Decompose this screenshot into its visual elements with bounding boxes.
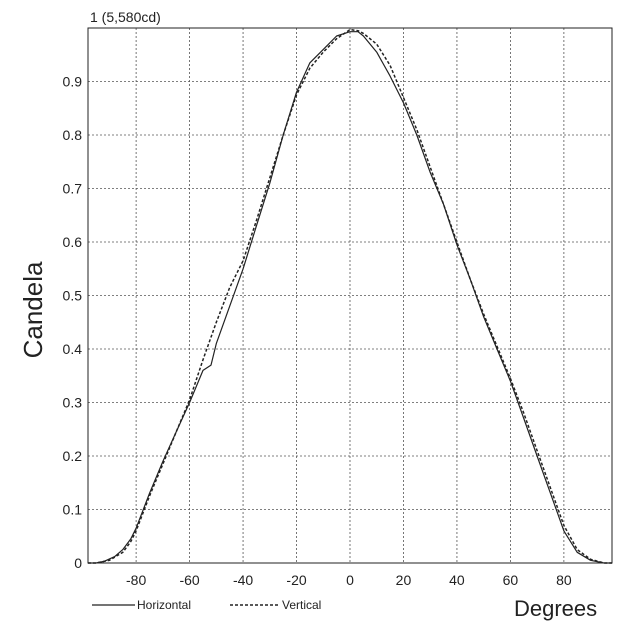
x-tick-label: -40 (233, 572, 253, 588)
y-tick-label: 0.7 (63, 181, 83, 197)
y-tick-label: 0.1 (63, 502, 83, 518)
series-line-vertical (88, 28, 612, 564)
grid (88, 27, 612, 563)
x-tick-label: -20 (286, 572, 306, 588)
y-tick-label: 0.5 (63, 288, 83, 304)
x-tick-label: 0 (346, 572, 354, 588)
x-tick-label: 60 (503, 572, 519, 588)
x-tick-label: 80 (556, 572, 572, 588)
y-tick-label: 0.9 (63, 74, 83, 90)
x-tick-label: -80 (126, 572, 146, 588)
legend-vertical-label: Vertical (282, 598, 321, 612)
plot-frame (87, 27, 613, 564)
y-axis-label: Candela (18, 261, 48, 358)
y-tick-label: 0.4 (63, 341, 83, 357)
peak-label: 1 (5,580cd) (90, 9, 161, 25)
x-tick-label: 20 (396, 572, 412, 588)
x-axis-label: Degrees (514, 596, 597, 621)
y-tick-label: 0.2 (63, 448, 83, 464)
y-tick-label: 0.8 (63, 127, 83, 143)
y-tick-label: 0 (74, 555, 82, 571)
y-tick-label: 0.6 (63, 234, 83, 250)
y-tick-label: 0.3 (63, 395, 83, 411)
legend-horizontal-label: Horizontal (137, 598, 191, 612)
x-tick-label: 40 (449, 572, 465, 588)
tick-labels: 0 0.1 0.2 0.3 0.4 0.5 0.6 0.7 0.8 0.9 -80 -60 -40 -20… (63, 74, 572, 589)
series-line-horizontal (88, 31, 612, 564)
legend: Horizontal Vertical (92, 598, 321, 612)
series-lines (88, 28, 612, 564)
x-tick-label: -60 (179, 572, 199, 588)
